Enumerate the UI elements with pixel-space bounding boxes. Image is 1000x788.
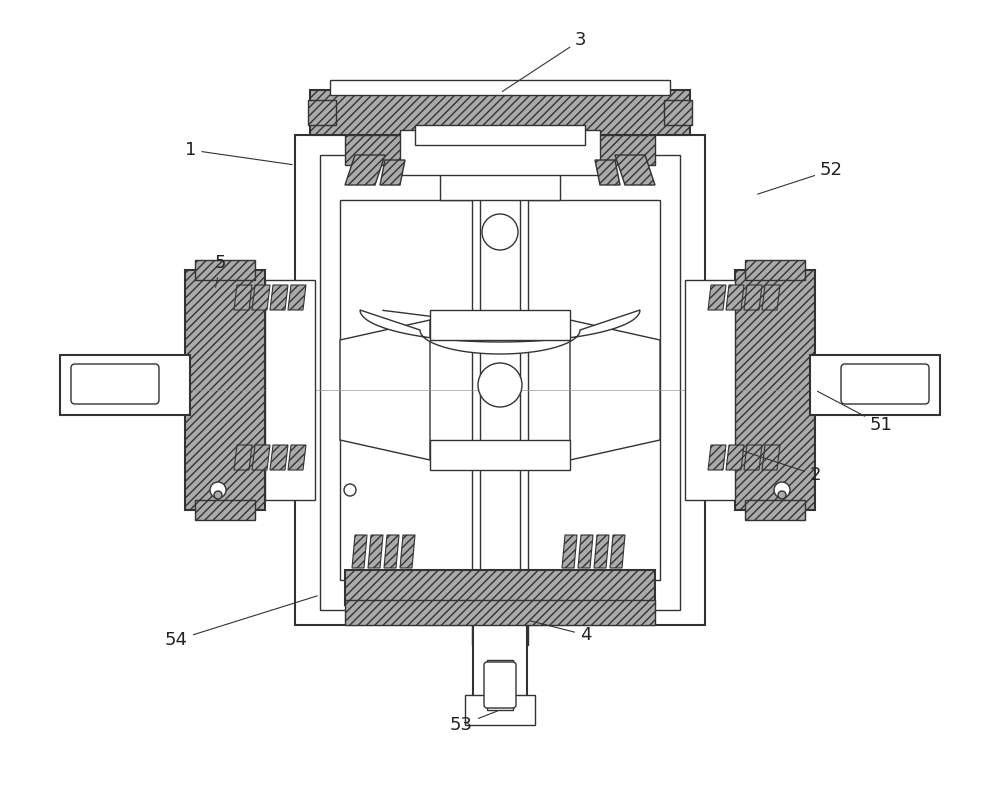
- Bar: [308, 100, 336, 125]
- Circle shape: [344, 484, 356, 496]
- Bar: [440, 145, 560, 200]
- Polygon shape: [708, 445, 726, 470]
- Text: 51: 51: [817, 392, 893, 434]
- Bar: [745, 260, 805, 280]
- Polygon shape: [234, 445, 252, 470]
- FancyBboxPatch shape: [841, 364, 929, 404]
- Bar: [473, 620, 527, 700]
- Bar: [400, 130, 600, 175]
- Polygon shape: [368, 535, 383, 568]
- Text: 52: 52: [758, 161, 843, 194]
- Bar: [735, 270, 815, 510]
- Polygon shape: [762, 285, 780, 310]
- Polygon shape: [400, 535, 415, 568]
- Bar: [195, 260, 255, 280]
- Bar: [430, 310, 570, 340]
- Text: 5: 5: [215, 254, 226, 288]
- Polygon shape: [726, 285, 744, 310]
- Polygon shape: [744, 445, 762, 470]
- Bar: [345, 570, 655, 605]
- Bar: [295, 135, 705, 625]
- Bar: [185, 270, 265, 510]
- Polygon shape: [352, 535, 367, 568]
- Bar: [664, 100, 692, 125]
- Circle shape: [210, 482, 226, 498]
- Polygon shape: [708, 285, 726, 310]
- Polygon shape: [384, 535, 399, 568]
- Polygon shape: [270, 445, 288, 470]
- Bar: [320, 155, 680, 610]
- Polygon shape: [340, 320, 430, 460]
- Bar: [450, 135, 550, 155]
- Bar: [330, 80, 670, 95]
- Polygon shape: [562, 535, 577, 568]
- Bar: [685, 280, 735, 500]
- Polygon shape: [762, 445, 780, 470]
- Circle shape: [778, 491, 786, 499]
- Polygon shape: [744, 285, 762, 310]
- Text: 3: 3: [502, 31, 586, 91]
- Polygon shape: [570, 320, 660, 460]
- Polygon shape: [288, 445, 306, 470]
- Circle shape: [214, 491, 222, 499]
- Bar: [195, 500, 255, 520]
- Polygon shape: [595, 160, 620, 185]
- Polygon shape: [615, 155, 655, 185]
- Bar: [310, 90, 690, 135]
- Bar: [340, 200, 660, 580]
- Circle shape: [774, 482, 790, 498]
- Text: 1: 1: [185, 141, 292, 165]
- Polygon shape: [252, 285, 270, 310]
- Polygon shape: [578, 535, 593, 568]
- Bar: [430, 440, 570, 470]
- Bar: [810, 355, 940, 415]
- Bar: [480, 160, 520, 640]
- Circle shape: [482, 214, 518, 250]
- Polygon shape: [380, 160, 405, 185]
- Text: 2: 2: [743, 451, 822, 484]
- FancyBboxPatch shape: [71, 364, 159, 404]
- Bar: [465, 695, 535, 725]
- Text: 4: 4: [530, 621, 592, 644]
- Bar: [472, 155, 528, 645]
- Polygon shape: [610, 535, 625, 568]
- Bar: [745, 500, 805, 520]
- Polygon shape: [594, 535, 609, 568]
- Text: 54: 54: [165, 596, 317, 649]
- Circle shape: [478, 363, 522, 407]
- Polygon shape: [345, 155, 385, 185]
- Bar: [265, 280, 315, 500]
- Polygon shape: [270, 285, 288, 310]
- Polygon shape: [288, 285, 306, 310]
- Polygon shape: [234, 285, 252, 310]
- Polygon shape: [252, 445, 270, 470]
- Bar: [345, 600, 655, 625]
- Bar: [415, 125, 585, 145]
- Bar: [60, 355, 190, 415]
- Bar: [487, 660, 513, 710]
- Polygon shape: [726, 445, 744, 470]
- Text: 53: 53: [450, 711, 497, 734]
- FancyBboxPatch shape: [484, 662, 516, 708]
- Bar: [345, 135, 655, 165]
- Polygon shape: [360, 310, 640, 354]
